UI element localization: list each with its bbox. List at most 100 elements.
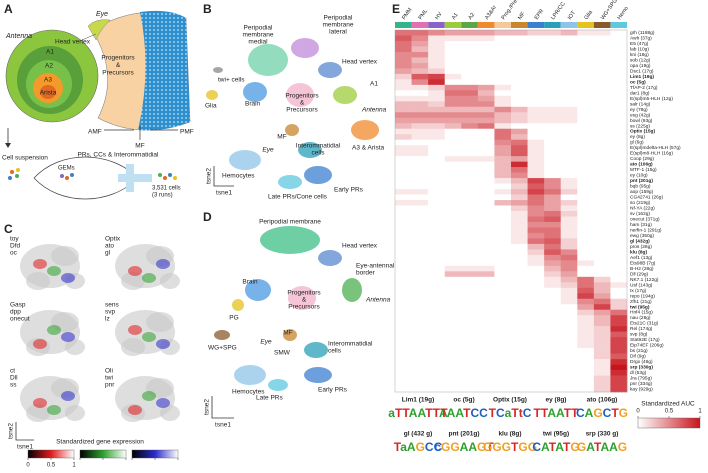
heatmap-cell xyxy=(428,172,446,179)
heatmap-cell xyxy=(494,139,512,146)
heatmap-cell xyxy=(494,30,512,36)
heatmap-cell xyxy=(494,117,512,124)
heatmap-cell xyxy=(411,227,429,234)
heatmap-cell xyxy=(477,304,495,311)
motif-letter: A xyxy=(439,406,448,420)
heatmap-cell xyxy=(577,276,595,283)
heatmap-cell xyxy=(610,57,628,64)
column-color xyxy=(395,22,412,28)
heatmap-cell xyxy=(544,337,562,343)
heatmap-cell xyxy=(444,205,462,212)
axis-label: tsne1 xyxy=(216,190,232,197)
heatmap-cell xyxy=(593,84,611,91)
heatmap-cell xyxy=(477,106,495,113)
heatmap-cell xyxy=(593,353,611,360)
heatmap-cell xyxy=(544,167,562,173)
heatmap-cell xyxy=(444,106,462,113)
heatmap-cell xyxy=(511,331,528,338)
label: Eye xyxy=(262,147,274,154)
heatmap-cell xyxy=(560,35,578,42)
heatmap-cell xyxy=(527,128,545,135)
heatmap-cell xyxy=(444,62,462,69)
cluster-blob xyxy=(243,82,267,102)
heatmap-cell xyxy=(461,309,479,316)
heatmap-cell xyxy=(593,348,611,354)
heatmap-cell xyxy=(477,200,495,206)
heatmap-cell xyxy=(593,35,611,42)
heatmap-cell xyxy=(511,211,528,217)
heatmap-cell xyxy=(527,95,545,102)
heatmap-cell xyxy=(610,298,628,305)
heatmap-cell xyxy=(411,315,429,321)
heatmap-cell xyxy=(411,364,429,371)
heatmap-cell xyxy=(610,309,628,316)
heatmap-cell xyxy=(527,276,545,283)
heatmap-cell xyxy=(494,315,512,321)
heatmap-cell xyxy=(428,232,446,239)
heatmap-cell xyxy=(411,51,429,58)
heatmap-cell xyxy=(477,57,495,64)
expression-patch xyxy=(156,398,170,408)
heatmap-cell xyxy=(411,331,429,338)
heatmap-cell xyxy=(494,326,512,332)
heatmap-cell xyxy=(395,342,412,349)
heatmap-cell xyxy=(593,68,611,75)
heatmap-cell xyxy=(511,348,528,354)
heatmap-cell xyxy=(560,57,578,64)
motif-letter: T xyxy=(594,440,602,454)
cluster-blob xyxy=(232,299,244,311)
heatmap-cell xyxy=(444,337,462,343)
heatmap-cell xyxy=(494,298,512,305)
motif-letter: G xyxy=(619,406,628,420)
heatmap-cell xyxy=(577,123,595,130)
column-color xyxy=(610,22,627,28)
heatmap-cell xyxy=(527,249,545,256)
row-label: pnr (334g) xyxy=(630,381,653,387)
region-label: A2 xyxy=(45,63,53,70)
heatmap-cell xyxy=(511,183,528,190)
heatmap-cell xyxy=(560,271,578,278)
heatmap-cell xyxy=(560,62,578,69)
heatmap-cell xyxy=(444,287,462,294)
heatmap-cell xyxy=(511,57,528,64)
heatmap-cell xyxy=(560,90,578,97)
heatmap-cell xyxy=(610,73,628,80)
heatmap-cell xyxy=(395,46,412,53)
heatmap-cell xyxy=(577,51,595,58)
heatmap-cell xyxy=(544,112,562,119)
heatmap-cell xyxy=(444,51,462,58)
heatmap-cell xyxy=(395,359,412,365)
heatmap-cell xyxy=(577,139,595,146)
heatmap-cell xyxy=(511,172,528,179)
heatmap-cell xyxy=(610,62,628,69)
heatmap-cell xyxy=(395,51,412,58)
heatmap-cell xyxy=(428,238,446,245)
expression-patch xyxy=(142,391,156,401)
heatmap-cell xyxy=(428,30,446,36)
heatmap-cell xyxy=(461,139,479,146)
heatmap-cell xyxy=(560,386,578,393)
heatmap-cell xyxy=(494,232,512,239)
heatmap-cell xyxy=(477,348,495,354)
label: WG+SPG xyxy=(208,345,237,352)
heatmap-cell xyxy=(411,79,429,86)
heatmap-cell xyxy=(577,200,595,206)
label: cells xyxy=(328,348,342,355)
heatmap-cell xyxy=(395,68,412,75)
heatmap-cell xyxy=(527,216,545,223)
heatmap-cell xyxy=(411,221,429,228)
heatmap-cell xyxy=(593,260,611,267)
row-label: Ets21C (31g) xyxy=(630,321,659,327)
heatmap-cell xyxy=(461,381,479,387)
label: Progenitors xyxy=(285,93,319,100)
heatmap-cell xyxy=(593,101,611,108)
motif-letter: T xyxy=(433,406,441,420)
motif-label: pnt (201g) xyxy=(448,431,479,438)
row-label: srp (330g) xyxy=(630,365,653,371)
motif-letter: G xyxy=(577,440,586,454)
heatmap-cell xyxy=(477,260,495,267)
row-label: Usf (143g) xyxy=(630,282,653,288)
heatmap-cell xyxy=(544,150,562,157)
column-label: EPR xyxy=(534,8,545,21)
heatmap-cell xyxy=(494,156,512,162)
